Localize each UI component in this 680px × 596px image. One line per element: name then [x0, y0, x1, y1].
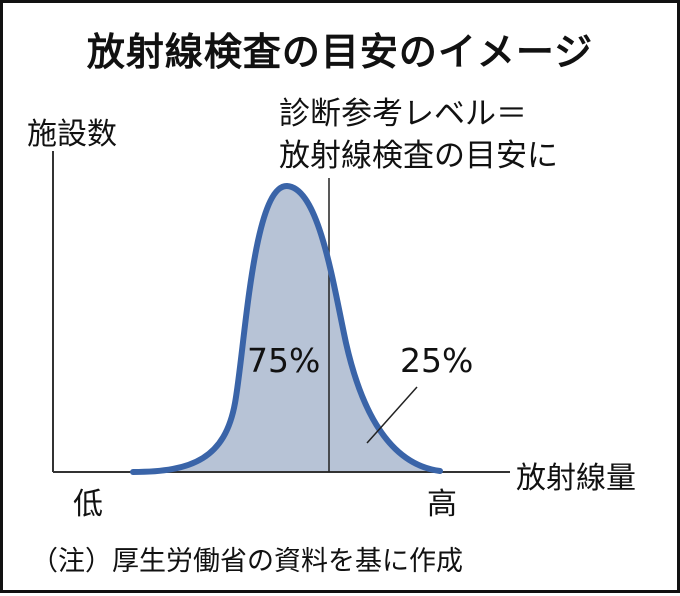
x-axis-high-label: 高 [427, 487, 457, 522]
distribution-curve [130, 182, 443, 475]
share-leader-line [366, 386, 418, 444]
y-axis-label: 施設数 [27, 117, 117, 152]
chart-title: 放射線検査の目安のイメージ [86, 30, 594, 74]
x-axis-low-label: 低 [73, 487, 103, 522]
x-axis-label: 放射線量 [516, 461, 636, 496]
distribution-chart [52, 151, 510, 475]
distribution-area [133, 185, 440, 472]
source-note: （注）厚生労働省の資料を基に作成 [31, 546, 463, 577]
reference-label-line2: 放射線検査の目安に [279, 138, 558, 174]
share-label-below: 75% [247, 341, 321, 380]
reference-label-line1: 診断参考レベル＝ [279, 96, 527, 132]
share-label-above: 25% [400, 341, 474, 380]
reference-line-label: 診断参考レベル＝ 放射線検査の目安に [279, 93, 558, 177]
